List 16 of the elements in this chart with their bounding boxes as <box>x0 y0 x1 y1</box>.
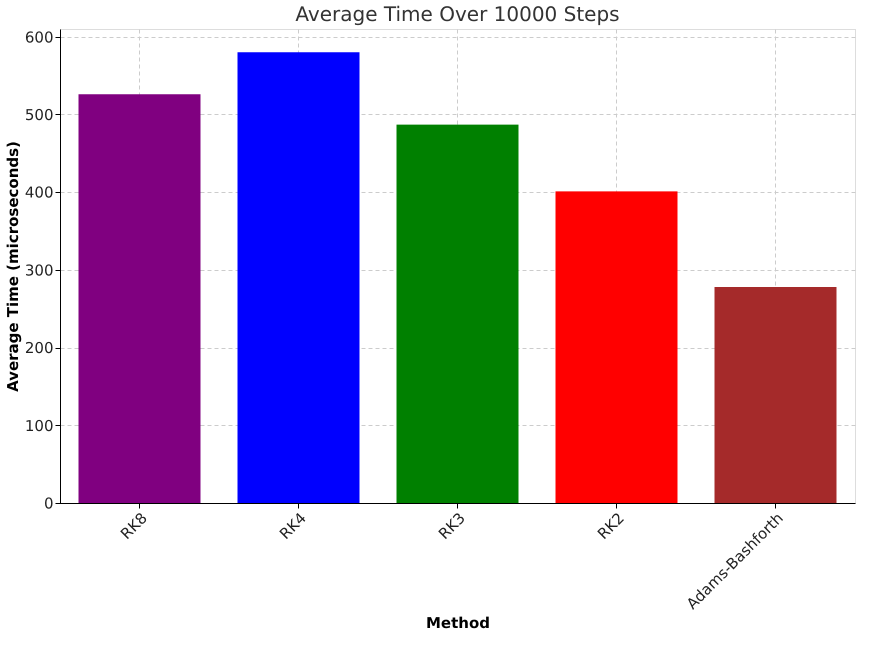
y-tick-label: 0 <box>44 494 54 512</box>
y-tick-label: 500 <box>24 106 54 124</box>
bar <box>396 124 518 503</box>
bar <box>238 52 360 503</box>
y-tick-label: 100 <box>24 416 54 435</box>
x-axis-title: Method <box>426 614 490 632</box>
y-tick-label: 200 <box>24 339 54 358</box>
bar <box>714 286 836 503</box>
bar <box>78 94 200 503</box>
bar <box>556 191 678 503</box>
y-tick-label: 300 <box>24 261 54 280</box>
y-tick-label: 400 <box>24 184 54 202</box>
chart-title: Average Time Over 10000 Steps <box>295 2 620 26</box>
y-tick-label: 600 <box>24 28 54 46</box>
y-axis-title: Average Time (microseconds) <box>4 141 22 392</box>
x-tick-label: RK2 <box>594 509 628 543</box>
